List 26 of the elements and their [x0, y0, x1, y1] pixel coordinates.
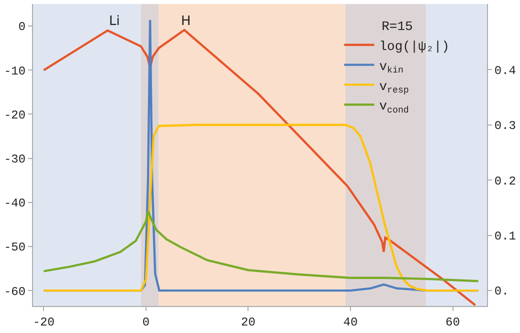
line-series	[42, 124, 480, 292]
y-tick-label: -50	[4, 240, 26, 255]
y-tick-label: 0	[18, 20, 26, 34]
x-tick-label: 60	[446, 315, 460, 330]
y-tick-label: -20	[4, 108, 26, 122]
x-tick-label: -20	[32, 315, 55, 330]
legend-label: v$_{kin}$	[379, 58, 404, 76]
y-tick-label: -10	[4, 64, 26, 78]
legend-label: v$_{cond}$	[379, 98, 409, 116]
y2-tick-label: 0.1	[494, 230, 516, 244]
y-tick-label: -60	[4, 284, 26, 299]
legend-label: log(|ψ₂|)	[379, 38, 450, 54]
legend-title: R=15	[382, 18, 413, 34]
y-tick-label: -30	[4, 152, 26, 167]
y2-tick-label: 0.3	[494, 119, 516, 134]
legend-label: v$_{resp}$	[379, 78, 409, 96]
annotation: Li	[109, 14, 120, 29]
line-series	[42, 210, 480, 282]
y-tick-label: -40	[4, 196, 26, 211]
x-tick-label: 0	[142, 315, 150, 330]
annotation: H	[181, 14, 191, 29]
x-tick-label: 20	[241, 315, 256, 330]
y2-tick-label: 0.	[494, 284, 509, 299]
y2-tick-label: 0.2	[494, 174, 516, 188]
y2-tick-label: 0.4	[494, 64, 516, 78]
x-tick-label: 40	[343, 315, 358, 330]
